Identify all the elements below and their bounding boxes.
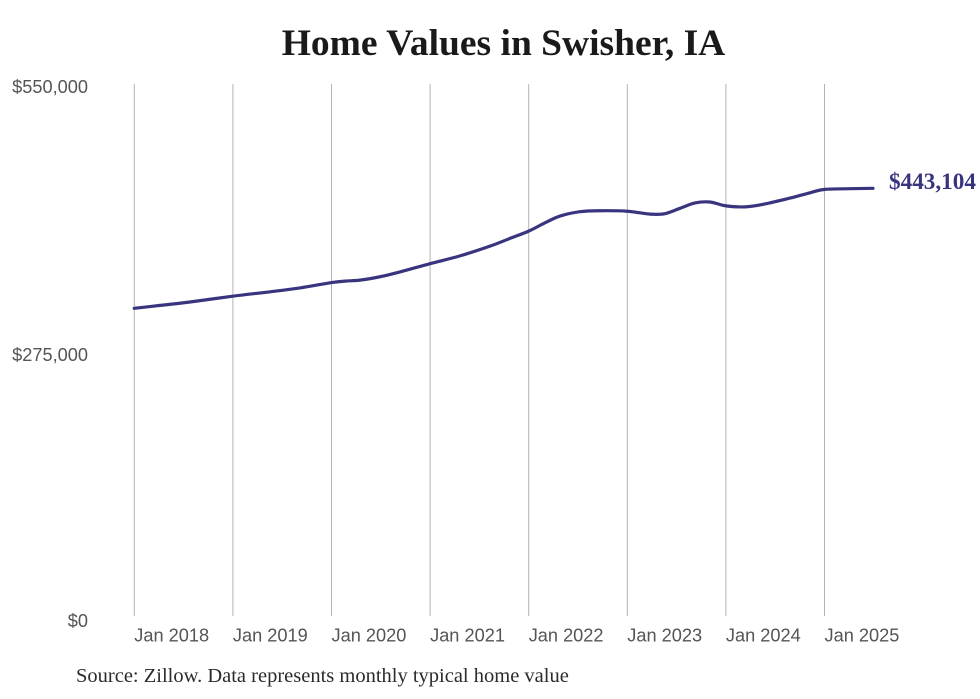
svg-text:$275,000: $275,000 [12, 345, 88, 365]
svg-text:Jan 2020: Jan 2020 [332, 626, 407, 646]
svg-text:Jan 2024: Jan 2024 [726, 626, 801, 646]
svg-text:Jan 2021: Jan 2021 [430, 626, 505, 646]
svg-text:Jan 2023: Jan 2023 [627, 626, 702, 646]
svg-text:Jan 2025: Jan 2025 [825, 626, 900, 646]
svg-text:$550,000: $550,000 [12, 77, 88, 97]
svg-text:Jan 2022: Jan 2022 [529, 626, 604, 646]
svg-text:$443,104: $443,104 [889, 169, 976, 195]
svg-text:Jan 2019: Jan 2019 [233, 626, 308, 646]
svg-text:Jan 2018: Jan 2018 [134, 626, 209, 646]
svg-text:$0: $0 [68, 611, 88, 631]
